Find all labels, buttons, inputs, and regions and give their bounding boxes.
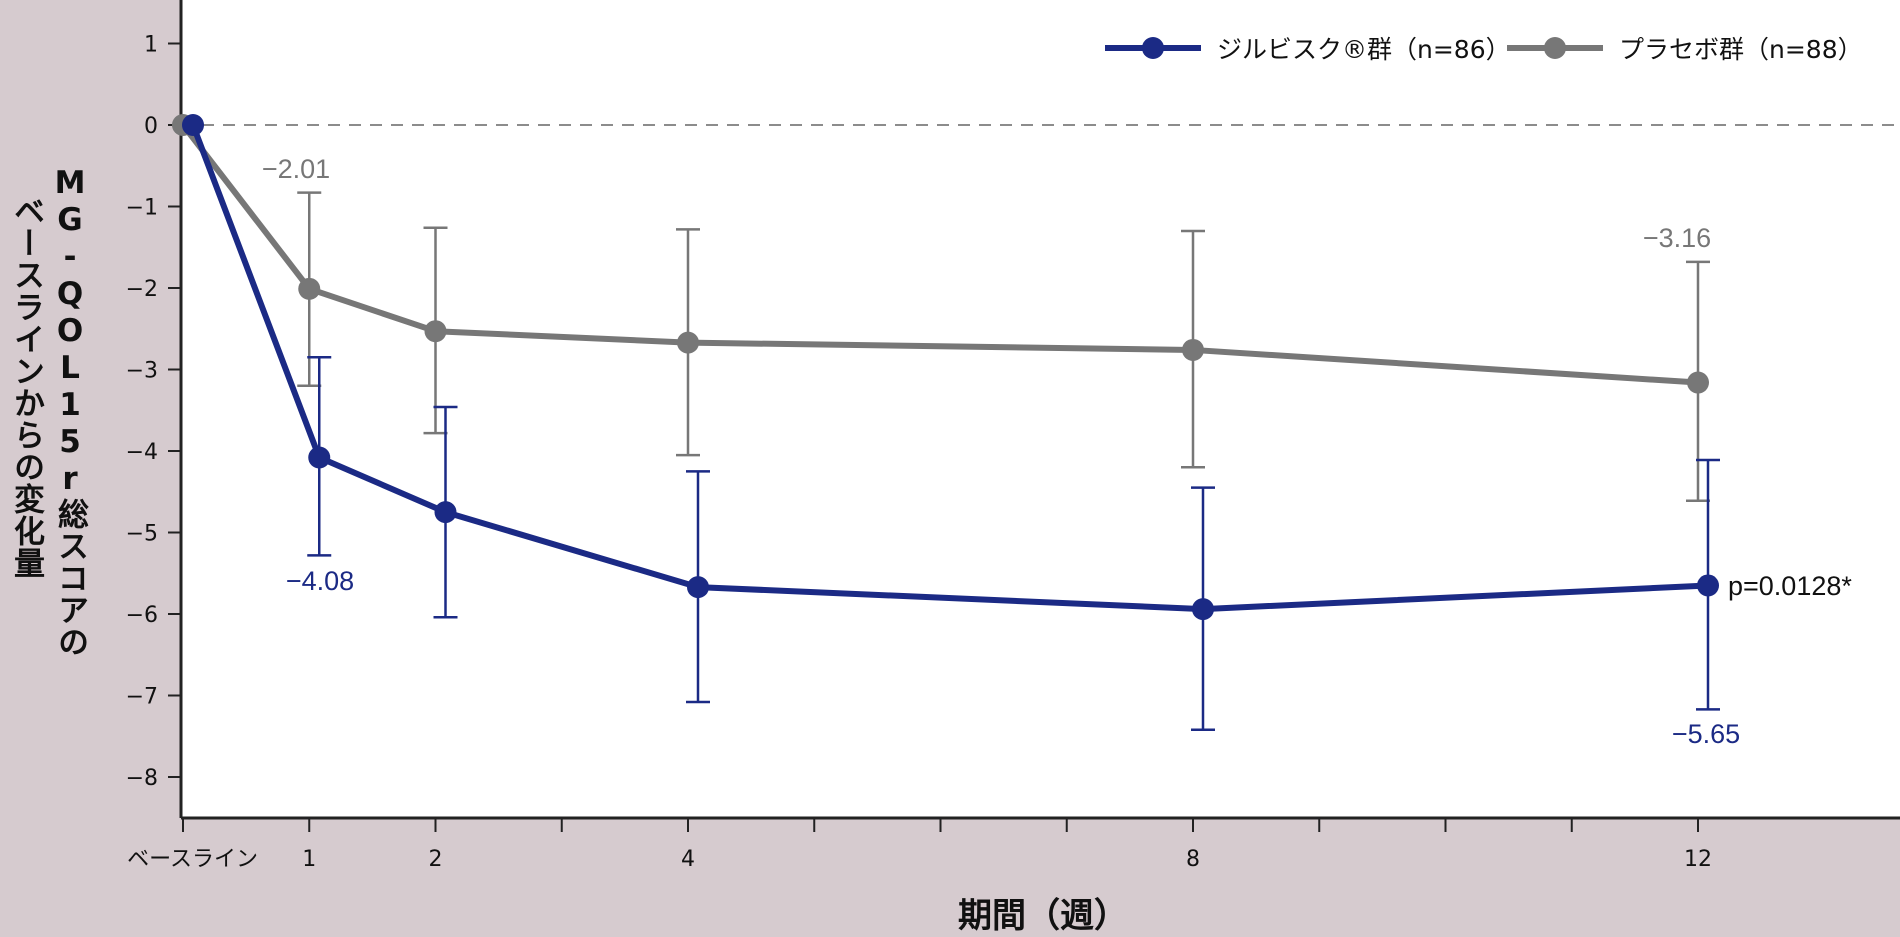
x-tick-label: ベースライン bbox=[127, 847, 258, 872]
value-annotation: −2.01 bbox=[262, 154, 330, 184]
data-point-marker bbox=[677, 331, 699, 354]
data-point-marker bbox=[1697, 574, 1719, 597]
y-tick-label: −5 bbox=[126, 522, 158, 547]
y-axis: 1 0 −1 −2 −3 −4 −5 −6 −7 −8 bbox=[126, 0, 183, 818]
data-point-marker bbox=[308, 446, 331, 469]
value-annotation: p=0.0128* bbox=[1728, 571, 1852, 601]
legend-label: ジルビスク®群（n=86） bbox=[1217, 35, 1511, 64]
y-tick-label: −8 bbox=[126, 766, 158, 791]
x-tick-label: 8 bbox=[1186, 847, 1200, 872]
legend-line-marker-icon bbox=[1507, 33, 1603, 63]
x-tick-label: 2 bbox=[429, 847, 443, 872]
legend-label: プラセボ群（n=88） bbox=[1619, 35, 1863, 64]
value-annotation: −4.08 bbox=[286, 566, 354, 596]
x-tick-label: 4 bbox=[681, 847, 695, 872]
zilbysq-line bbox=[190, 123, 1709, 613]
value-annotation: −5.65 bbox=[1672, 719, 1740, 749]
y-tick-label: 1 bbox=[144, 33, 158, 58]
x-axis: ベースライン 1 2 4 8 12 bbox=[127, 816, 1900, 872]
y-tick-label: −3 bbox=[126, 359, 158, 384]
x-tick-label: 12 bbox=[1684, 847, 1712, 872]
legend-line-marker-icon bbox=[1105, 33, 1201, 63]
data-point-marker bbox=[1687, 371, 1709, 394]
y-tick-label: −1 bbox=[126, 196, 158, 221]
data-point-marker bbox=[1182, 338, 1204, 361]
y-tick-label: −4 bbox=[126, 440, 158, 465]
y-axis-label-line2: ベースラインからの変化量 bbox=[8, 195, 44, 579]
data-point-marker bbox=[424, 320, 447, 343]
value-annotation: −3.16 bbox=[1643, 223, 1711, 253]
y-tick-label: 0 bbox=[144, 114, 158, 139]
data-point-marker bbox=[298, 277, 321, 300]
y-tick-label: −7 bbox=[126, 685, 158, 710]
y-tick-label: −2 bbox=[126, 277, 158, 302]
x-tick-label: 1 bbox=[302, 847, 316, 872]
data-point-marker bbox=[182, 114, 204, 136]
plot-area bbox=[181, 0, 1900, 818]
data-point-marker bbox=[1192, 598, 1214, 621]
series-lines bbox=[180, 123, 1709, 613]
y-axis-label-line1: MG-QOL15r総スコアの bbox=[52, 165, 88, 658]
data-point-marker bbox=[434, 501, 457, 524]
placebo-line bbox=[180, 123, 1699, 386]
data-point-marker bbox=[687, 576, 709, 599]
annotations: −2.01 −4.08 −3.16 −5.65 p=0.0128* bbox=[262, 154, 1853, 749]
legend-item-placebo: プラセボ群（n=88） bbox=[1507, 30, 1863, 66]
x-axis-label: 期間（週） bbox=[958, 896, 1128, 936]
series-markers bbox=[172, 114, 1719, 621]
y-tick-label: −6 bbox=[126, 603, 158, 628]
legend-item-zilbysq: ジルビスク®群（n=86） bbox=[1105, 30, 1511, 66]
